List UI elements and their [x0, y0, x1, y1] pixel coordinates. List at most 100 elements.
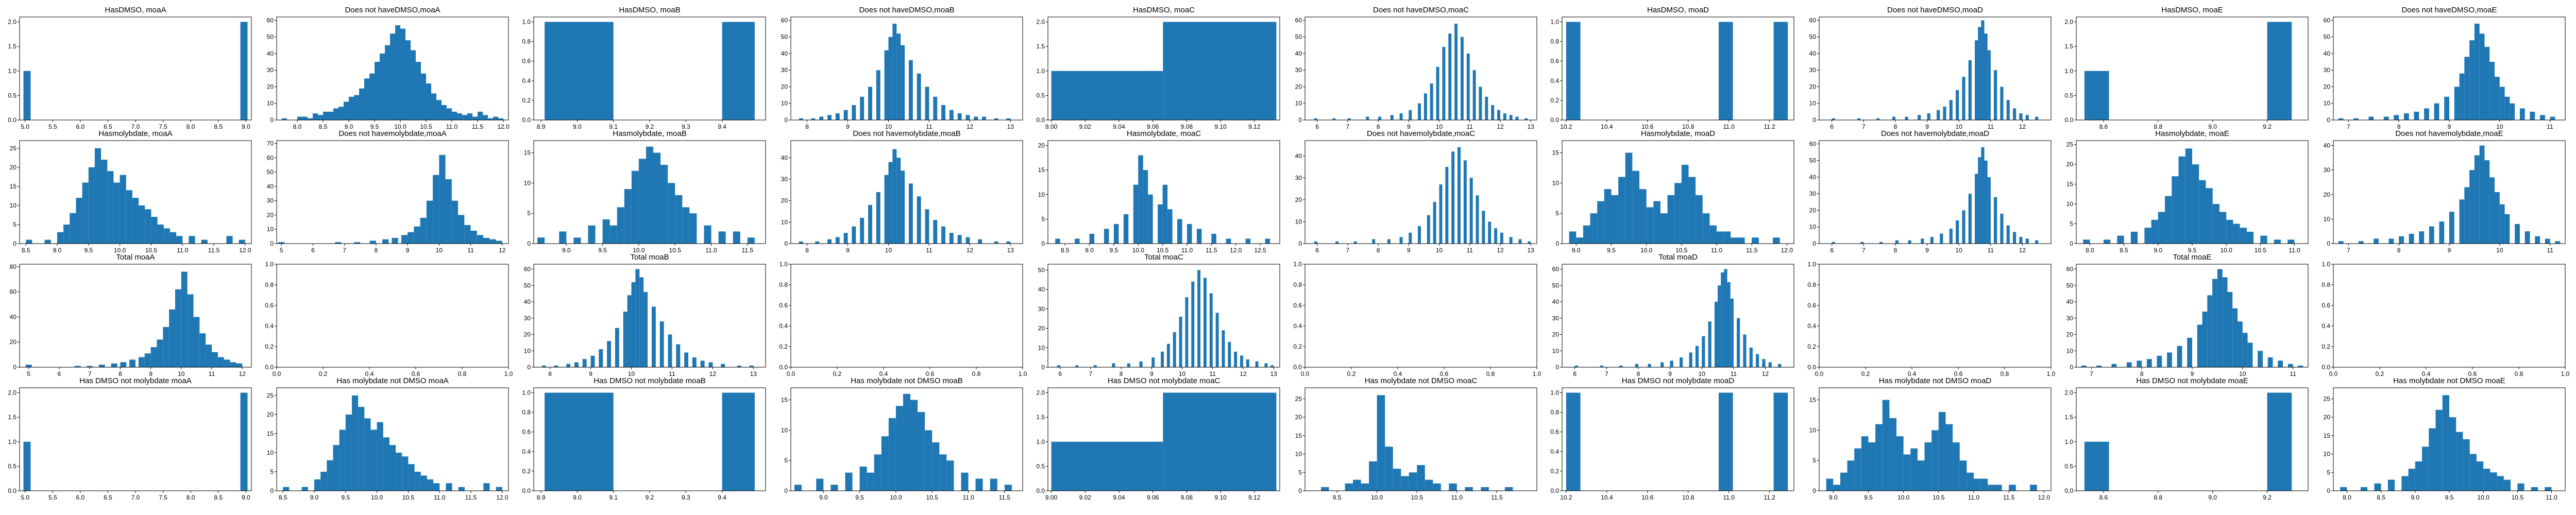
- x-tick-label: 10: [1436, 247, 1443, 254]
- x-tick-label: 5: [280, 247, 283, 254]
- x-tick-label: 6: [1573, 370, 1577, 377]
- panel-title: Has molybdate not DMSO moaB: [851, 376, 963, 385]
- x-tick-label: 8: [805, 123, 809, 130]
- histogram-panel: 0.0 0.2 0.4 0.6 0.8 1.0 0.0 0.2 0.4 0.6 0.8 1.0: [1807, 261, 2055, 377]
- histogram-bar: [1504, 487, 1513, 491]
- axes-frame: [1819, 264, 2052, 368]
- histogram-panel: Total moaE 7 8 9 10 11 0 10 20 30 40 50 60: [2066, 253, 2309, 377]
- x-tick-label: 8.5: [2120, 247, 2128, 254]
- histogram-bar: [819, 116, 824, 120]
- histogram-bar: [676, 344, 681, 367]
- x-tick-label: 10.5: [1157, 247, 1169, 254]
- histogram-bar: [2258, 351, 2263, 367]
- histogram-bar: [452, 111, 457, 120]
- histogram-bar: [1868, 442, 1876, 491]
- histogram-bar: [1353, 479, 1361, 491]
- histogram-bar: [627, 295, 632, 367]
- x-tick-label: 9.04: [1113, 123, 1125, 130]
- x-tick-label: 8: [1637, 370, 1640, 377]
- panel-title: Hasmolybdate, moaC: [1127, 129, 1201, 138]
- y-tick-label: 30: [2324, 66, 2331, 74]
- histogram-bar: [607, 341, 611, 367]
- x-tick-label: 9: [1407, 247, 1411, 254]
- panel-title: Has DMSO not molybdate moaA: [79, 376, 192, 385]
- histogram-bar: [26, 239, 32, 244]
- histogram-panel: Hasmolybdate, moaA 8.5 9.0 9.5 10.0 10.5 11.0 1…: [10, 129, 252, 254]
- histogram-bar: [2424, 108, 2429, 120]
- histogram-bar: [1393, 469, 1401, 491]
- x-tick-label: 10.0: [2220, 247, 2232, 254]
- x-tick-label: 10: [1956, 247, 1963, 254]
- x-tick-label: 9.5: [370, 123, 379, 130]
- y-tick-label: 10: [267, 449, 274, 456]
- y-tick-label: 20: [267, 211, 274, 218]
- x-tick-label: 12.0: [497, 123, 510, 130]
- histogram-bar: [2401, 476, 2409, 491]
- y-tick-label: 0.8: [1550, 409, 1559, 416]
- histogram-bar: [1660, 213, 1668, 244]
- y-tick-label: 10: [524, 347, 531, 354]
- y-tick-label: 30: [1295, 174, 1302, 181]
- histogram-bar: [2409, 233, 2414, 244]
- x-tick-label: 10.5: [402, 494, 415, 501]
- y-tick-label: 0.6: [265, 302, 274, 309]
- histogram-panel: Has molybdate not DMSO moaA 8.5 9.0 9.5 10.0…: [267, 376, 509, 501]
- histogram-bar: [2415, 461, 2422, 491]
- histogram-panel: HasDMSO, moaA 5.0 5.5 6.0 6.5 7.0 7.5 8.0 8.5 9.0…: [8, 6, 252, 130]
- y-tick-label: 0: [270, 240, 274, 247]
- histogram-bar: [1646, 207, 1654, 244]
- x-tick-label: 9.0: [2154, 247, 2162, 254]
- x-tick-label: 0.4: [2422, 370, 2431, 377]
- y-tick-label: 0: [1812, 487, 1816, 494]
- x-tick-label: 10.5: [926, 494, 939, 501]
- histogram-bar: [1185, 297, 1189, 367]
- histogram-bar: [684, 352, 688, 367]
- panel-title: Has molybdate not DMSO moaD: [1879, 376, 1992, 385]
- histogram-bar: [1854, 448, 1861, 491]
- histogram-bar: [1123, 214, 1129, 244]
- y-tick-label: 0.8: [1807, 281, 1816, 288]
- y-tick-label: 0.0: [522, 487, 531, 494]
- x-tick-label: 9: [1925, 247, 1929, 254]
- histogram-bar: [1762, 359, 1766, 367]
- x-tick-label: 10.5: [2255, 247, 2267, 254]
- y-tick-label: 5: [1298, 469, 1302, 476]
- x-tick-label: 9: [1925, 123, 1929, 130]
- x-tick-label: 11.5: [465, 494, 477, 501]
- histogram-bar: [1994, 70, 1997, 120]
- axes-frame: [1562, 140, 1794, 244]
- histogram-bar: [2144, 228, 2151, 244]
- x-tick-label: 9.10: [1214, 123, 1227, 130]
- histogram-bar: [692, 357, 697, 367]
- histogram-bar: [541, 365, 546, 367]
- histogram-bar: [1940, 233, 1943, 244]
- histogram-bar: [240, 392, 248, 491]
- histogram-bar: [1399, 237, 1403, 244]
- histogram-bar: [599, 349, 603, 367]
- histogram-bar: [602, 219, 610, 244]
- histogram-panel: Hasmolybdate, moaB 9.0 9.5 10.0 10.5 11.0 11.5…: [524, 129, 766, 254]
- x-tick-label: 11.5: [742, 247, 754, 254]
- histogram-bar: [932, 442, 940, 491]
- y-tick-label: 0.0: [2064, 116, 2073, 124]
- histogram-bar: [2267, 392, 2292, 491]
- x-tick-label: 8.0: [187, 494, 195, 501]
- histogram-bar: [1460, 37, 1464, 120]
- histogram-bar: [1449, 483, 1457, 491]
- y-tick-label: 0.4: [1550, 77, 1559, 84]
- histogram-bar: [1401, 476, 1409, 491]
- histogram-bar: [1956, 220, 1959, 244]
- histogram-bar: [1177, 219, 1182, 244]
- histogram-bar: [1148, 194, 1153, 244]
- histogram-bar: [1448, 33, 1452, 121]
- histogram-bar: [2540, 115, 2545, 120]
- y-tick-label: 20: [2324, 414, 2331, 421]
- axes-frame: [1304, 387, 1537, 491]
- panel-title: Has molybdate not DMSO moaC: [1365, 376, 1478, 385]
- histogram-bar: [2000, 87, 2004, 120]
- x-tick-label: 9.5: [84, 247, 93, 254]
- axes-frame: [19, 16, 252, 121]
- y-tick-label: 0.6: [1807, 302, 1816, 309]
- histogram-bar: [1515, 116, 1519, 120]
- histogram-bar: [609, 225, 617, 244]
